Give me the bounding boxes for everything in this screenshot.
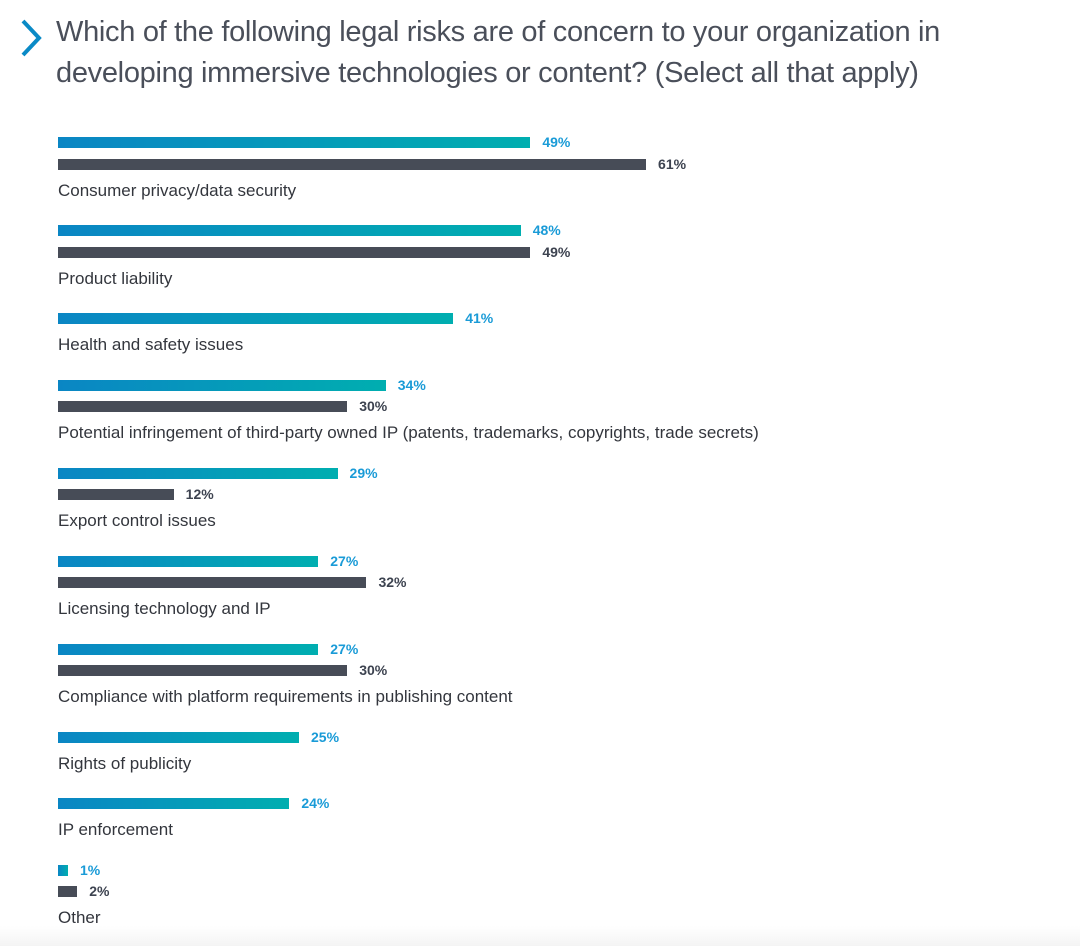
- data-label: 41%: [465, 310, 494, 326]
- data-label: 30%: [359, 398, 388, 414]
- category-label: IP enforcement: [58, 820, 173, 839]
- bar-series-1: [58, 864, 68, 876]
- category-label: Licensing technology and IP: [58, 599, 271, 618]
- bar-series-2: [58, 577, 367, 588]
- data-label: 1%: [80, 861, 101, 878]
- bottom-fade: [0, 926, 1080, 946]
- data-label: 34%: [397, 376, 426, 393]
- bar-series-1: [58, 555, 319, 567]
- category-label: Consumer privacy/data security: [58, 180, 297, 200]
- category-label: Other: [58, 908, 101, 927]
- bar-series-1: [58, 225, 521, 236]
- bar-series-2: [58, 158, 647, 170]
- data-label: 27%: [330, 552, 359, 569]
- bar-series-2: [58, 886, 78, 897]
- bar-series-1: [58, 137, 531, 148]
- data-label: 49%: [542, 243, 571, 260]
- bar-series-1: [58, 798, 290, 809]
- data-label: 30%: [359, 662, 388, 678]
- chevron-right-icon: [21, 19, 42, 57]
- category-label: Compliance with platform requirements in…: [58, 687, 513, 706]
- chart-title: Which of the following legal risks are o…: [56, 16, 941, 89]
- category-label: Export control issues: [58, 511, 216, 530]
- category-label: Potential infringement of third-party ow…: [58, 423, 759, 442]
- bar-series-1: [58, 313, 454, 324]
- data-label: 48%: [532, 222, 561, 238]
- bar-series-2: [58, 665, 348, 676]
- category-label: Health and safety issues: [58, 335, 244, 354]
- bar-series-2: [58, 246, 531, 258]
- bar-series-2: [58, 489, 174, 500]
- data-label: 61%: [658, 155, 687, 172]
- bar-series-1: [58, 731, 299, 743]
- data-label: 27%: [330, 640, 359, 657]
- data-label: 25%: [311, 728, 340, 745]
- bar-series-2: [58, 401, 348, 412]
- data-label: 12%: [185, 486, 214, 502]
- data-label: 32%: [378, 574, 407, 590]
- bar-series-1: [58, 643, 319, 655]
- bar-series-1: [58, 379, 386, 391]
- bar-series-1: [58, 467, 338, 479]
- category-label: Product liability: [58, 268, 173, 288]
- category-label: Rights of publicity: [58, 753, 192, 773]
- data-label: 2%: [89, 883, 110, 899]
- data-label: 24%: [301, 795, 330, 811]
- data-label: 29%: [349, 464, 378, 481]
- data-label: 49%: [542, 134, 571, 150]
